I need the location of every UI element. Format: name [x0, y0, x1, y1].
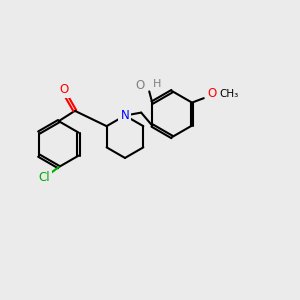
Text: O: O [59, 83, 68, 96]
Text: O: O [135, 79, 144, 92]
Text: Cl: Cl [38, 171, 50, 184]
Text: CH₃: CH₃ [219, 89, 238, 99]
Text: H: H [153, 79, 161, 89]
Text: O: O [207, 87, 216, 100]
Text: N: N [121, 109, 129, 122]
